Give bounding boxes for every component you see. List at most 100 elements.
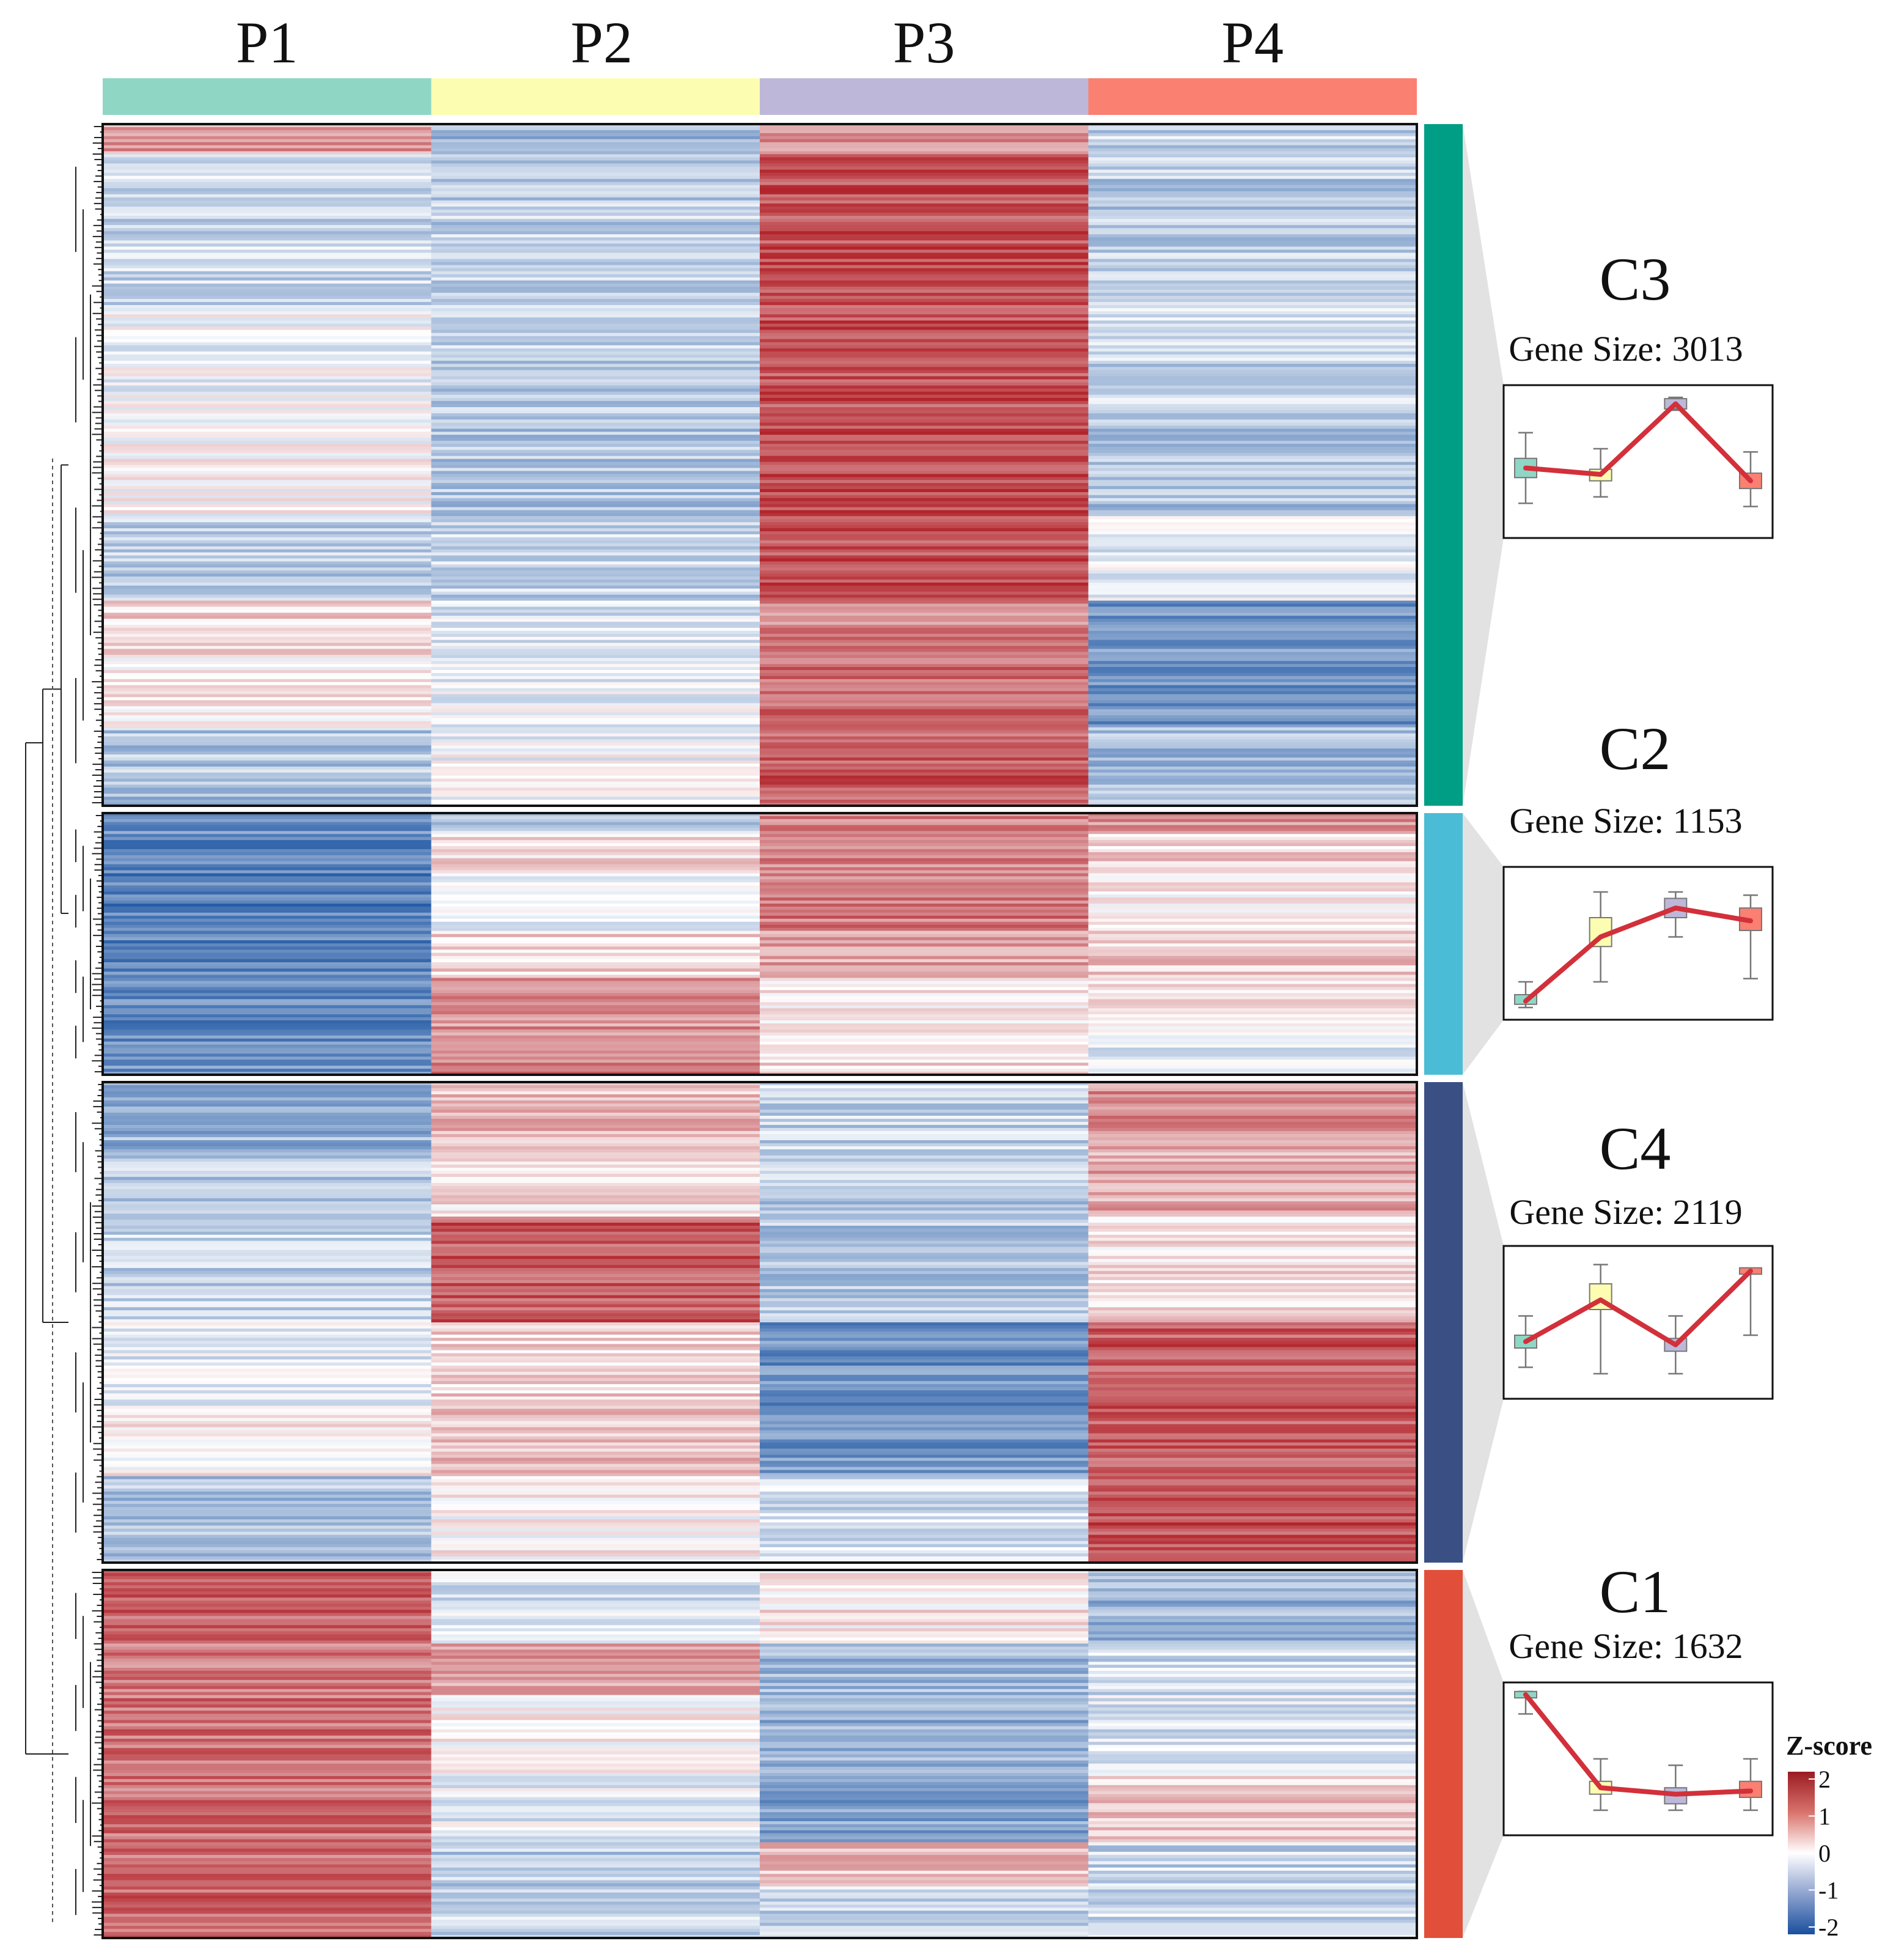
heatmap-stripe [103,1815,432,1819]
heatmap-stripe [760,1026,1089,1030]
heatmap-stripe [760,962,1089,966]
heatmap-stripe [1088,225,1417,229]
heatmap-stripe [431,449,760,454]
heatmap-stripe [103,1328,432,1332]
colorbar-tick-label: 0 [1818,1840,1831,1867]
heatmap-stripe [431,222,760,226]
heatmap-stripe [103,206,432,210]
heatmap-stripe [1088,1485,1417,1489]
heatmap-stripe [431,1387,760,1391]
heatmap-stripe [1088,1889,1417,1893]
heatmap-stripe [103,1461,432,1465]
heatmap-stripe [431,1497,760,1501]
heatmap-stripe [431,724,760,728]
heatmap-stripe [103,1717,432,1720]
heatmap-stripe [760,376,1089,380]
heatmap-stripe [103,688,432,692]
heatmap-stripe [760,1870,1089,1874]
heatmap-stripe [1088,921,1417,926]
heatmap-stripe [760,1220,1089,1223]
heatmap-stripe [103,1488,432,1492]
heatmap-stripe [760,188,1089,192]
heatmap-stripe [103,1289,432,1293]
heatmap-stripe [103,624,432,628]
heatmap-stripe [760,1812,1089,1816]
heatmap-stripe [431,1234,760,1239]
heatmap-band [103,305,1417,426]
heatmap-stripe [103,552,432,556]
heatmap-stripe [103,718,432,722]
heatmap-stripe [1088,622,1417,625]
heatmap-stripe [431,1220,760,1223]
heatmap-stripe [103,1848,432,1852]
connector-c2 [1463,813,1504,1075]
heatmap-stripe [431,1050,760,1054]
heatmap-stripe [431,1268,760,1272]
heatmap-stripe [1088,934,1417,938]
heatmap-stripe [431,446,760,451]
heatmap-stripe [760,591,1089,595]
heatmap-stripe [1088,1026,1417,1030]
heatmap-stripe [431,301,760,306]
heatmap-stripe [760,952,1089,957]
heatmap-stripe [103,1861,432,1865]
heatmap-stripe [431,987,760,990]
heatmap-stripe [431,918,760,923]
heatmap-stripe [103,1053,432,1057]
heatmap-stripe [103,1313,432,1317]
heatmap-stripe [1088,797,1417,800]
heatmap-stripe [760,822,1089,826]
heatmap-stripe [431,525,760,529]
heatmap-stripe [760,800,1089,803]
heatmap-stripe [760,1069,1089,1072]
heatmap-stripe [431,225,760,229]
heatmap-stripe [760,1867,1089,1871]
heatmap-stripe [1088,197,1417,201]
heatmap-stripe [760,1143,1089,1147]
heatmap-stripe [760,1781,1089,1786]
heatmap-stripe [431,1368,760,1372]
heatmap-stripe [103,1821,432,1825]
heatmap-stripe [431,1640,760,1644]
heatmap-stripe [1088,825,1417,828]
heatmap-stripe [1088,1273,1417,1278]
heatmap-stripe [431,622,760,625]
heatmap-stripe [431,376,760,380]
heatmap-stripe [431,852,760,856]
heatmap-stripe [431,879,760,883]
heatmap-stripe [431,1470,760,1474]
heatmap-stripe [103,1439,432,1443]
heatmap-stripe [1088,1044,1417,1048]
heatmap-stripe [103,619,432,622]
heatmap-stripe [1088,1935,1417,1939]
heatmap-stripe [1088,1094,1417,1098]
heatmap-stripe [1088,1134,1417,1138]
heatmap-stripe [103,1929,432,1932]
heatmap-stripe [103,685,432,689]
heatmap-stripe [103,1500,432,1505]
heatmap-stripe [1088,474,1417,477]
heatmap-stripe [431,1457,760,1462]
heatmap-stripe [431,151,760,155]
heatmap-stripe [760,1791,1089,1795]
heatmap-stripe [1088,643,1417,647]
heatmap-stripe [760,1714,1089,1717]
heatmap-stripe [431,339,760,343]
heatmap-stripe [1088,488,1417,493]
heatmap-stripe [760,422,1089,426]
heatmap-stripe [103,897,432,901]
heatmap-stripe [760,627,1089,632]
heatmap-stripe [431,652,760,655]
heatmap-stripe [103,289,432,293]
heatmap-stripe [103,639,432,644]
colorbar-tick-label: -2 [1818,1914,1839,1941]
heatmap-stripe [431,265,760,269]
heatmap-stripe [760,1800,1089,1803]
heatmap-stripe [431,1384,760,1388]
heatmap-stripe [760,1704,1089,1708]
heatmap-stripe [760,209,1089,213]
heatmap-stripe [431,1344,760,1347]
heatmap-stripe [1088,567,1417,571]
heatmap-stripe [1088,1174,1417,1177]
heatmap-stripe [103,246,432,250]
